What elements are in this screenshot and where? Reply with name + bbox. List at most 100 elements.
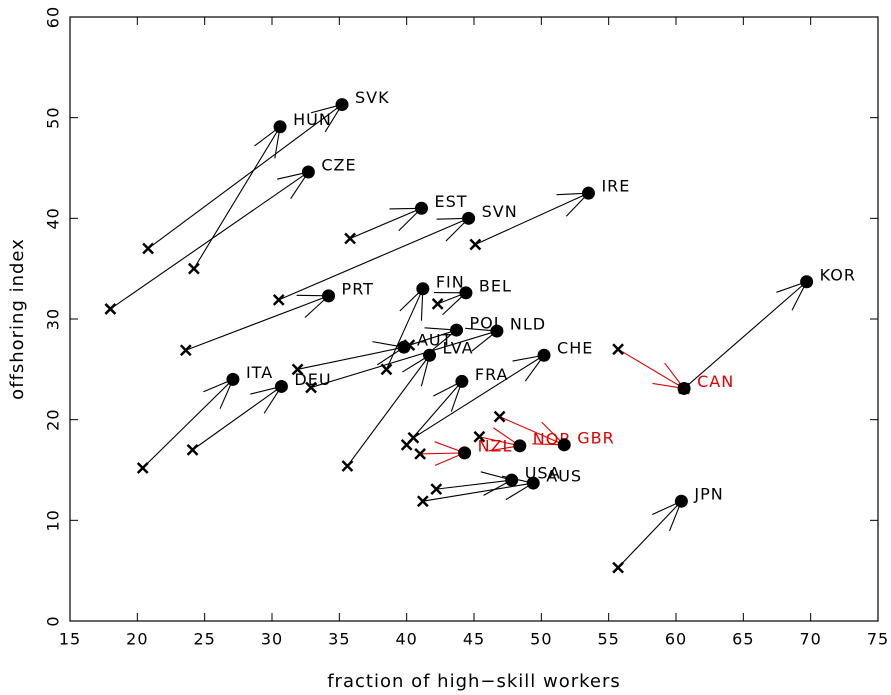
end-marker xyxy=(458,446,472,460)
country-label: AUT xyxy=(417,331,452,350)
end-marker xyxy=(513,439,527,453)
x-tick-label: 45 xyxy=(463,630,485,649)
start-marker xyxy=(473,430,486,443)
end-marker xyxy=(322,289,336,303)
arrow-shaft xyxy=(385,288,424,370)
end-marker xyxy=(397,340,411,354)
x-tick-label: 35 xyxy=(328,630,350,649)
country-label: HUN xyxy=(293,110,332,129)
country-label: AUS xyxy=(546,467,582,486)
country-label: SVN xyxy=(482,202,518,221)
arrow-shaft xyxy=(479,436,520,447)
y-tick-label: 30 xyxy=(44,308,63,330)
arrow-shaft xyxy=(185,295,329,351)
country-label: GBR xyxy=(577,428,615,447)
arrow-shaft xyxy=(349,207,422,239)
country-label: SVK xyxy=(355,88,390,107)
country-label: KOR xyxy=(820,265,856,284)
end-marker xyxy=(455,374,469,388)
arrow-shaft xyxy=(413,354,545,439)
arrow-shaft xyxy=(346,354,431,467)
start-marker xyxy=(612,561,624,574)
x-tick-label: 25 xyxy=(193,630,215,649)
end-marker xyxy=(335,98,349,112)
arrow-shaft xyxy=(420,452,465,455)
y-tick-label: 50 xyxy=(44,106,63,128)
arrow-shaft xyxy=(499,416,565,446)
x-tick-label: 55 xyxy=(597,630,619,649)
end-marker xyxy=(537,348,551,362)
country-label: IRE xyxy=(601,177,630,196)
end-marker xyxy=(800,275,814,289)
y-tick-label: 40 xyxy=(44,207,63,229)
end-marker xyxy=(581,186,595,200)
country-label: CHE xyxy=(557,339,593,358)
arrow-shaft xyxy=(142,379,234,469)
country-label: JPN xyxy=(693,485,723,504)
start-marker xyxy=(142,242,154,255)
end-marker xyxy=(677,381,691,395)
x-tick-label: 60 xyxy=(665,630,687,649)
start-marker xyxy=(104,303,117,315)
x-tick-label: 20 xyxy=(126,630,148,649)
end-marker xyxy=(273,120,287,134)
x-tick-label: 15 xyxy=(59,630,81,649)
start-marker xyxy=(414,448,427,460)
country-label: PRT xyxy=(342,279,374,298)
arrow-shaft xyxy=(310,330,498,388)
start-marker xyxy=(612,343,624,356)
start-marker xyxy=(344,232,356,245)
arrow-shaft xyxy=(193,126,281,269)
end-marker xyxy=(462,211,476,225)
start-marker xyxy=(179,344,192,357)
arrow-shaft xyxy=(147,104,343,249)
x-tick-label: 50 xyxy=(530,630,552,649)
arrow-shaft xyxy=(436,479,512,490)
end-marker xyxy=(526,476,540,490)
arrow-shaft xyxy=(110,171,309,310)
country-label: CZE xyxy=(321,156,356,175)
end-marker xyxy=(226,372,240,386)
start-marker xyxy=(493,410,506,423)
arrow-shaft xyxy=(406,381,463,446)
end-marker xyxy=(416,282,430,296)
arrow-shaft xyxy=(422,482,534,502)
end-marker xyxy=(505,473,519,487)
x-tick-label: 75 xyxy=(867,630,889,649)
end-marker xyxy=(423,348,437,362)
x-tick-label: 40 xyxy=(395,630,417,649)
end-marker xyxy=(414,201,428,215)
end-marker xyxy=(301,165,315,179)
start-marker xyxy=(291,363,304,376)
y-axis-title: offshoring index xyxy=(7,238,28,400)
start-marker xyxy=(400,438,413,451)
end-marker xyxy=(490,324,504,338)
start-marker xyxy=(188,262,200,275)
arrow-shaft xyxy=(409,329,457,346)
y-tick-label: 20 xyxy=(44,408,63,430)
country-label: EST xyxy=(434,192,467,211)
start-marker xyxy=(272,293,285,306)
start-marker xyxy=(305,381,317,394)
x-axis-title: fraction of high−skill workers xyxy=(327,671,621,692)
country-label: DEU xyxy=(294,370,331,389)
end-marker xyxy=(449,323,463,337)
start-marker xyxy=(416,495,429,508)
country-label: CAN xyxy=(697,372,734,391)
arrow-shaft xyxy=(278,217,469,301)
y-tick-label: 60 xyxy=(44,6,63,28)
end-marker xyxy=(674,494,688,508)
country-label: LVA xyxy=(443,339,474,358)
start-marker xyxy=(431,298,444,310)
start-marker xyxy=(341,460,354,472)
country-label: BEL xyxy=(479,276,512,295)
arrow-shaft xyxy=(617,348,685,389)
y-tick-label: 0 xyxy=(44,615,63,626)
y-tick-label: 10 xyxy=(44,509,63,531)
start-marker xyxy=(430,483,443,496)
arrow-shaft xyxy=(192,385,282,451)
country-label: FIN xyxy=(436,272,465,291)
end-marker xyxy=(459,286,473,300)
country-label: NZL xyxy=(478,436,513,455)
